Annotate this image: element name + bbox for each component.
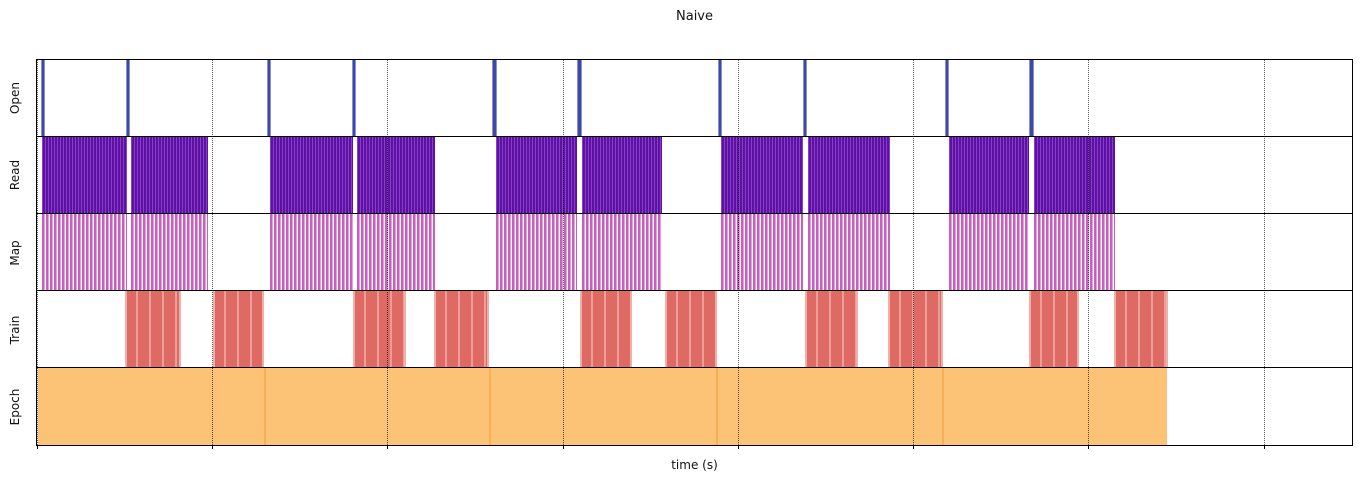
open-interval-bar	[125, 60, 131, 137]
map-interval-bar	[496, 214, 578, 291]
epoch-interval-bar	[37, 368, 264, 445]
open-interval-bar	[1029, 60, 1034, 137]
epoch-interval-bar	[489, 368, 716, 445]
x-tick-mark	[387, 445, 389, 449]
gridline	[1088, 60, 1090, 445]
map-interval-bar	[269, 214, 353, 291]
map-interval-bar	[720, 214, 803, 291]
x-tick-mark	[1088, 445, 1090, 449]
lane-epoch	[37, 368, 1352, 445]
y-axis-label-train: Train	[8, 315, 22, 345]
train-interval-bar	[804, 291, 858, 368]
gridline	[212, 60, 214, 445]
map-interval-bar	[356, 214, 436, 291]
gridline	[37, 60, 38, 445]
y-axis-label-map: Map	[8, 239, 22, 266]
map-interval-bar	[948, 214, 1030, 291]
lane-separator	[37, 290, 1352, 291]
open-interval-bar	[577, 60, 582, 137]
gridline	[913, 60, 915, 445]
train-interval-bar	[1114, 291, 1169, 368]
read-interval-bar	[582, 137, 663, 214]
train-interval-bar	[665, 291, 717, 368]
gridline	[1263, 60, 1265, 445]
open-interval-bar	[266, 60, 272, 137]
read-interval-bar	[807, 137, 890, 214]
map-interval-bar	[807, 214, 890, 291]
map-interval-bar	[130, 214, 208, 291]
lane-open	[37, 60, 1352, 137]
open-interval-bar	[40, 60, 46, 137]
train-interval-bar	[352, 291, 407, 368]
read-interval-bar	[41, 137, 127, 214]
plot-area	[36, 59, 1353, 449]
epoch-interval-bar	[263, 368, 490, 445]
x-tick-mark	[913, 445, 915, 449]
read-interval-bar	[269, 137, 353, 214]
train-interval-bar	[212, 291, 264, 368]
lane-separator	[37, 213, 1352, 214]
open-interval-bar	[944, 60, 950, 137]
read-interval-bar	[356, 137, 436, 214]
open-interval-bar	[802, 60, 808, 137]
x-tick-mark	[1263, 445, 1265, 449]
train-interval-bar	[434, 291, 490, 368]
x-tick-mark	[212, 445, 214, 449]
gridline	[737, 60, 739, 445]
read-interval-bar	[1034, 137, 1116, 214]
read-interval-bar	[130, 137, 208, 214]
lane-separator	[37, 367, 1352, 368]
y-axis-label-read: Read	[8, 160, 22, 191]
gridline	[387, 60, 389, 445]
open-interval-bar	[717, 60, 723, 137]
y-axis-label-epoch: Epoch	[8, 388, 22, 426]
lane-train	[37, 291, 1352, 368]
x-axis-label: time (s)	[671, 458, 718, 472]
chart-title: Naive	[676, 9, 713, 24]
train-interval-bar	[1029, 291, 1080, 368]
read-interval-bar	[720, 137, 803, 214]
map-interval-bar	[582, 214, 663, 291]
x-tick-mark	[737, 445, 739, 449]
read-interval-bar	[496, 137, 578, 214]
epoch-interval-bar	[715, 368, 942, 445]
epoch-interval-bar	[941, 368, 1168, 445]
x-tick-mark	[37, 445, 38, 449]
lane-separator	[37, 136, 1352, 137]
train-interval-bar	[124, 291, 181, 368]
open-interval-bar	[351, 60, 356, 137]
gridline	[562, 60, 564, 445]
lane-map	[37, 214, 1352, 291]
lane-read	[37, 137, 1352, 214]
read-interval-bar	[948, 137, 1030, 214]
train-interval-bar	[887, 291, 943, 368]
open-interval-bar	[492, 60, 497, 137]
y-axis-label-open: Open	[8, 81, 22, 114]
train-interval-bar	[580, 291, 633, 368]
map-interval-bar	[41, 214, 127, 291]
map-interval-bar	[1034, 214, 1116, 291]
x-tick-mark	[562, 445, 564, 449]
